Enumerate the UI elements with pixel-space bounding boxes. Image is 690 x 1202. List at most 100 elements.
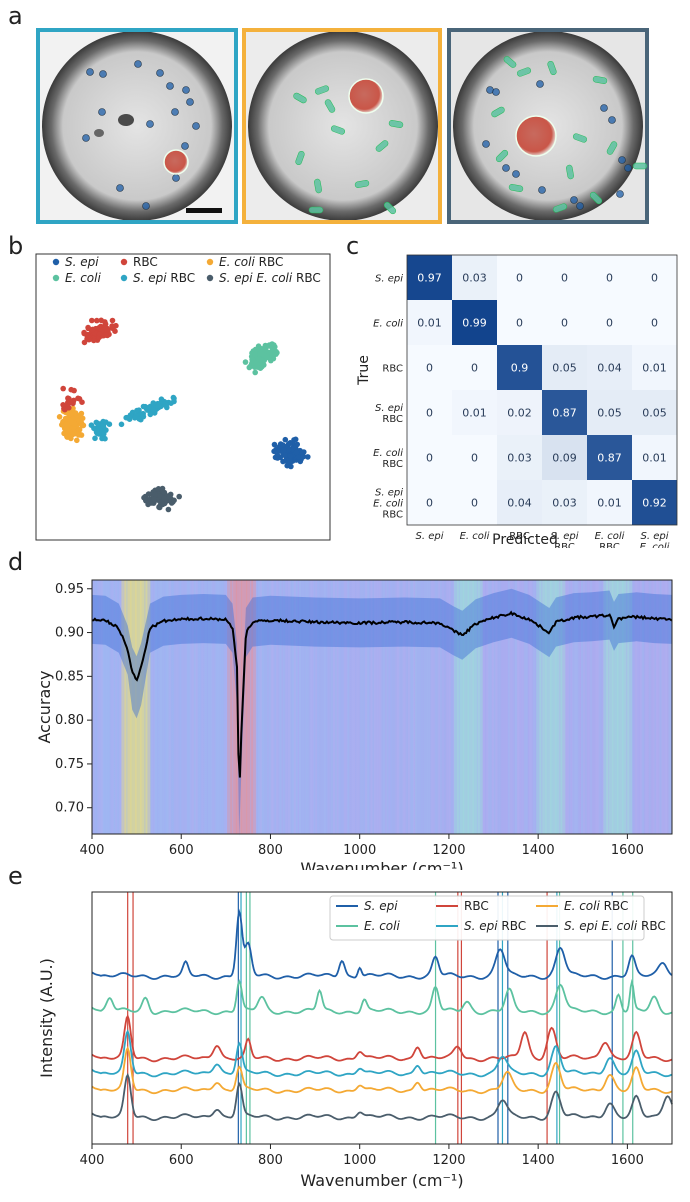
cell-marker <box>502 164 510 172</box>
stripe <box>338 580 341 834</box>
stripe <box>668 580 671 834</box>
rod-marker <box>552 203 568 213</box>
cell-marker <box>171 108 179 116</box>
confusion-cell-value: 0.01 <box>642 452 667 465</box>
stripe <box>454 580 457 834</box>
tsne-legend-swatch <box>206 274 214 282</box>
confusion-cell <box>587 300 632 345</box>
stripe <box>561 580 564 834</box>
confusion-cell <box>452 480 497 525</box>
stripe <box>479 580 482 834</box>
stripe <box>302 580 305 834</box>
stripe <box>552 580 555 834</box>
rod-marker <box>547 60 557 76</box>
tsne-point <box>155 486 162 492</box>
cell-marker <box>82 134 90 142</box>
confusion-cell-value: 0 <box>606 272 613 285</box>
stripe <box>664 580 668 834</box>
panel-a-micrographs <box>36 28 649 224</box>
stripe <box>356 580 359 834</box>
stripe <box>618 580 621 834</box>
stripe <box>402 580 405 834</box>
stripe <box>420 580 423 834</box>
rod-marker <box>383 201 397 215</box>
stripe <box>316 580 320 834</box>
stripe <box>95 580 98 834</box>
tsne-point <box>282 436 289 443</box>
confusion-xlabel: Predicted <box>492 532 558 548</box>
tsne-point <box>254 361 260 367</box>
stripe <box>154 580 157 834</box>
stripe <box>115 580 118 834</box>
spectrum-line <box>91 1045 673 1095</box>
tsne-legend-label: S. epi E. coli RBC <box>219 271 321 285</box>
confusion-axis-label: RBC <box>509 531 530 542</box>
tsne-point <box>112 328 118 334</box>
accuracy-axes: 400 600 800 1000 1200 1400 1600 0.70 0.75 0.80 0.8… <box>35 579 673 870</box>
confusion-axis-label: S. epi <box>416 531 444 542</box>
stripe <box>188 580 191 834</box>
stripe <box>193 580 197 834</box>
confusion-cell <box>497 300 542 345</box>
stripe <box>313 580 316 834</box>
stripe <box>518 580 521 834</box>
rod-marker <box>503 56 517 68</box>
stripe <box>113 580 116 834</box>
confusion-cell <box>497 435 542 480</box>
stripe <box>183 580 186 834</box>
stripe <box>554 580 557 834</box>
cell-marker <box>192 122 200 130</box>
tsne-point <box>67 399 74 406</box>
tsne-point <box>166 494 173 500</box>
stripe <box>638 580 641 834</box>
confusion-axis-label: S. epi RBC <box>551 531 579 548</box>
tsne-point <box>118 421 125 428</box>
stripe <box>381 580 384 834</box>
stripe <box>179 580 182 834</box>
stripe <box>218 580 221 834</box>
confusion-cell <box>452 255 497 300</box>
confusion-cell <box>587 390 632 435</box>
stripe <box>275 580 279 834</box>
tsne-point <box>155 402 162 409</box>
stripe <box>111 580 114 834</box>
cell-marker <box>536 80 544 88</box>
confusion-cell <box>542 255 587 300</box>
confusion-cell <box>542 390 587 435</box>
confusion-cell <box>407 300 452 345</box>
stripe <box>527 580 530 834</box>
stripe <box>466 580 470 834</box>
stripe <box>584 580 587 834</box>
spectrum-line <box>91 908 673 980</box>
stripe <box>448 580 452 834</box>
stripe <box>398 580 402 834</box>
stripe <box>282 580 286 834</box>
stripe <box>191 580 195 834</box>
confusion-cell-value: 0.99 <box>462 317 487 330</box>
stripe <box>520 580 523 834</box>
stripe <box>234 580 238 834</box>
x-tick-label: 1000 <box>343 1153 376 1168</box>
confusion-cell-value: 0 <box>561 272 568 285</box>
stripe <box>657 580 661 834</box>
stripe <box>613 580 616 834</box>
stripe <box>534 580 537 834</box>
tsne-point <box>276 448 282 454</box>
stripe <box>456 580 459 834</box>
confusion-frame <box>406 254 678 526</box>
tsne-point <box>89 317 95 324</box>
stripe <box>341 580 345 834</box>
confusion-cell <box>632 255 677 300</box>
tsne-point <box>68 411 74 418</box>
confusion-cell-value: 0 <box>651 272 658 285</box>
tsne-point <box>151 496 157 503</box>
stripe <box>325 580 329 834</box>
stripe <box>311 580 314 834</box>
stripe <box>488 580 491 834</box>
tsne-point <box>60 385 66 392</box>
spectrum-line <box>91 1029 673 1078</box>
x-tick-label: 800 <box>258 843 283 858</box>
spectra-legend-label: E. coli RBC <box>564 899 628 913</box>
tsne-point <box>271 352 277 358</box>
stripe <box>564 580 568 834</box>
